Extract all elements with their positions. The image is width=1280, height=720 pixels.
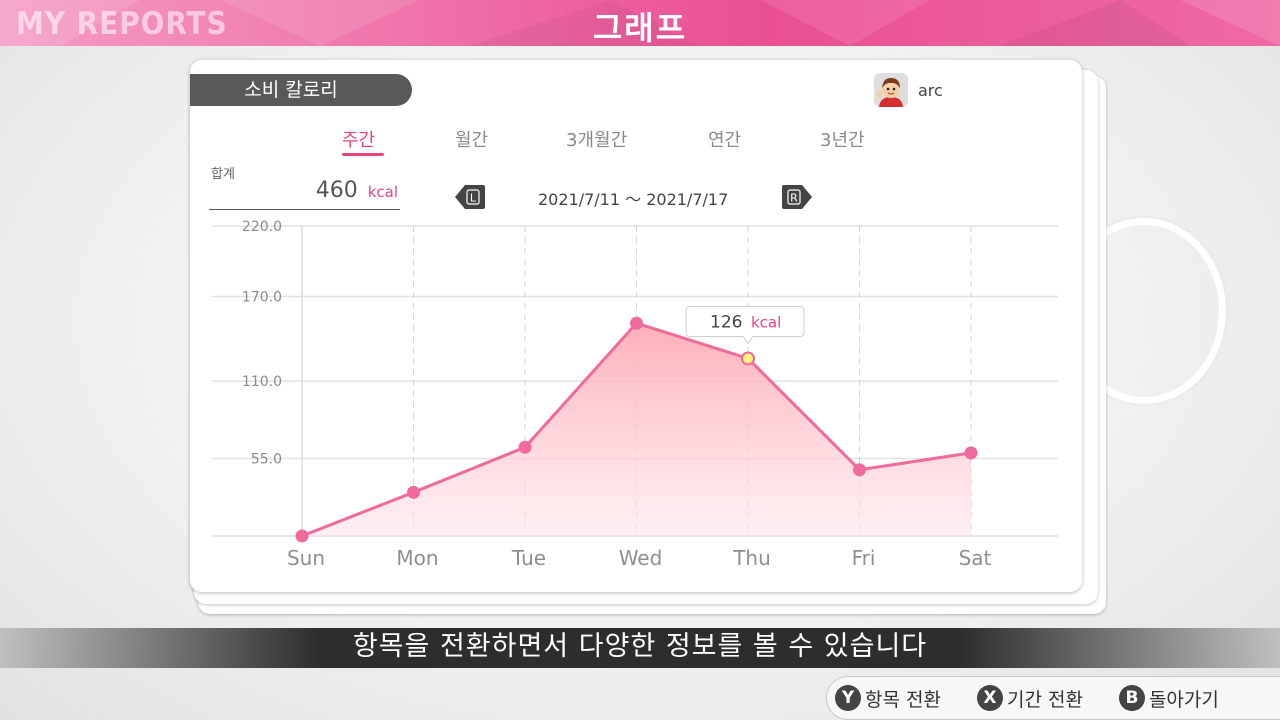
data-point[interactable] [853,463,866,477]
tab-three-months[interactable]: 3개월간 [566,130,628,151]
selected-data-point[interactable] [741,351,755,366]
x-tick-label: Mon [396,546,438,570]
back-control[interactable]: B 돌아가기 [1118,685,1219,712]
mii-avatar-icon [874,73,908,107]
l-button-letter: L [470,192,477,205]
b-button-icon: B [1118,685,1145,711]
total-display: 460 kcal [209,178,400,210]
prev-period-button[interactable]: L [454,184,486,210]
tooltip-value: 126 [710,312,742,332]
switch-item-label: 항목 전환 [865,688,941,711]
value-tooltip: 126 kcal [685,305,805,345]
help-banner: 항목을 전환하면서 다양한 정보를 볼 수 있습니다 [0,628,1280,668]
y-tick-label: 170.0 [242,289,282,305]
y-button-icon: Y [835,685,861,711]
user-info: arc [874,72,943,108]
tab-three-years[interactable]: 3년간 [820,130,865,151]
active-tab-indicator [342,153,384,156]
footer-controls: Y 항목 전환 X 기간 전환 B 돌아가기 [826,676,1280,720]
x-button-icon: X [976,685,1003,711]
r-button-icon: R [782,185,812,209]
date-range: 2021/7/11 ～ 2021/7/17 [538,190,729,209]
total-unit: kcal [367,183,398,201]
y-tick-label: 110.0 [242,374,282,390]
switch-item-control[interactable]: Y 항목 전환 [835,685,941,712]
x-axis-labels: Sun Mon Tue Wed Thu Fri Sat [287,546,992,570]
user-name: arc [918,80,943,100]
page-title: 그래프 [592,9,688,46]
data-point[interactable] [407,485,420,499]
x-tick-label: Thu [732,546,771,570]
total-label: 합계 [211,167,235,182]
next-period-button[interactable]: R [781,184,813,210]
x-tick-label: Sat [959,546,992,570]
x-tick-label: Sun [287,546,325,570]
report-card: 소비 칼로리 arc 주간 월간 3개월간 연간 3년간 합계 460 kcal [190,60,1082,592]
tab-yearly[interactable]: 연간 [708,130,742,151]
x-tick-label: Tue [511,546,546,570]
tooltip-unit: kcal [751,313,781,331]
category-label[interactable]: 소비 칼로리 [190,74,412,106]
header-pattern [0,0,1280,46]
l-button-icon: L [455,185,485,209]
calorie-chart: 220.0 170.0 110.0 55.0 Sun Mon Tue Wed Thu Fri Sa… [212,219,1058,570]
total-value: 460 [315,178,358,203]
switch-period-label: 기간 전환 [1006,688,1083,711]
data-point[interactable] [630,316,643,330]
r-button-letter: R [790,192,798,205]
area-fill [302,323,971,536]
data-point[interactable] [518,440,532,454]
tooltip-box [685,305,805,345]
back-label: 돌아가기 [1148,688,1219,711]
data-point[interactable] [295,529,309,543]
app-brand: MY REPORTS [16,6,228,42]
y-axis-ticks: 220.0 170.0 110.0 55.0 [242,219,282,468]
x-tick-label: Wed [619,546,663,570]
y-tick-label: 55.0 [251,452,282,468]
data-point[interactable] [964,446,978,460]
header-bar: MY REPORTS 그래프 [0,0,1280,46]
y-tick-label: 220.0 [242,219,282,235]
x-tick-label: Fri [852,546,876,570]
switch-period-control[interactable]: X 기간 전환 [976,685,1083,712]
tab-weekly[interactable]: 주간 [342,130,376,151]
data-points [295,316,978,543]
tab-monthly[interactable]: 월간 [455,130,489,151]
